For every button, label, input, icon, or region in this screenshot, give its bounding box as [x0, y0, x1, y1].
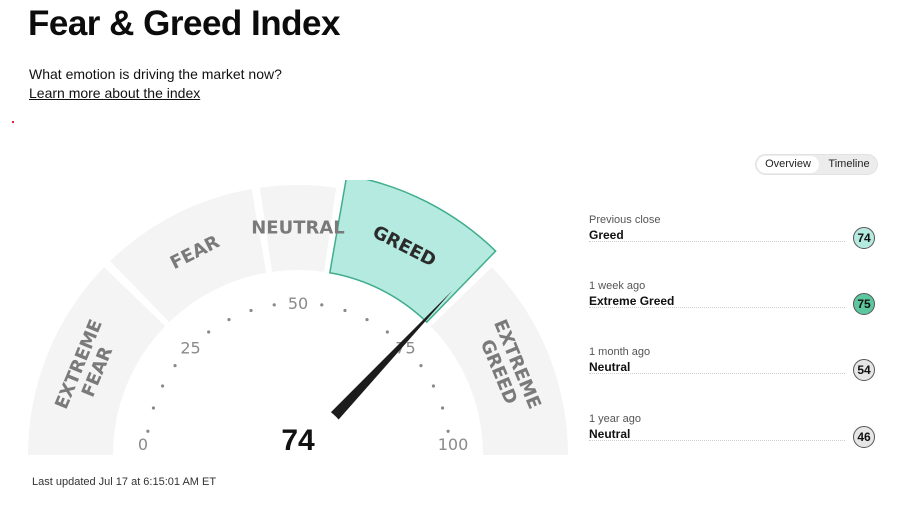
view-toggle: Overview Timeline — [755, 154, 878, 175]
gauge-needle — [315, 290, 453, 436]
scale-dot — [440, 406, 445, 410]
scale-dot — [151, 406, 156, 410]
history-score: 46 — [853, 426, 875, 448]
scale-label-25: 25 — [180, 339, 200, 358]
history-1-month-ago: 1 month ago Neutral 54 — [589, 346, 877, 386]
gauge-center — [244, 401, 352, 470]
history-score: 75 — [853, 293, 875, 315]
history-score: 54 — [853, 359, 875, 381]
gauge-zone-label: NEUTRAL — [251, 218, 345, 239]
scale-dot — [343, 308, 347, 313]
history-label: Previous close — [589, 214, 661, 226]
decorative-dot — [12, 121, 14, 123]
last-updated: Last updated Jul 17 at 6:15:01 AM ET — [32, 476, 217, 488]
history-value: Neutral — [589, 427, 631, 441]
history-value: Extreme Greed — [589, 294, 675, 308]
learn-more-link[interactable]: Learn more about the index — [29, 85, 201, 101]
scale-dot — [207, 330, 211, 334]
scale-dot — [385, 330, 389, 334]
scale-dot — [160, 384, 165, 388]
page-title: Fear & Greed Index — [28, 4, 340, 43]
gauge-zone-extreme-greed — [430, 267, 568, 455]
history-label: 1 month ago — [589, 346, 651, 358]
scale-dot — [446, 429, 450, 433]
scale-dot — [320, 303, 324, 307]
history-score: 74 — [853, 227, 875, 249]
gauge-zone-greed — [328, 180, 497, 324]
page-subtitle: What emotion is driving the market now? — [29, 66, 282, 82]
history-label: 1 week ago — [589, 280, 646, 292]
scale-label-0: 0 — [138, 435, 148, 454]
dotted-divider — [589, 307, 845, 308]
scale-dot — [173, 364, 177, 368]
timeline-tab[interactable]: Timeline — [828, 158, 870, 170]
history-value: Neutral — [589, 360, 631, 374]
scale-dot — [272, 303, 276, 307]
history-value: Greed — [589, 228, 624, 242]
scale-dot — [146, 429, 150, 433]
dotted-divider — [589, 440, 845, 441]
scale-dot — [431, 384, 436, 388]
overview-tab[interactable]: Overview — [757, 156, 819, 173]
history-1-week-ago: 1 week ago Extreme Greed 75 — [589, 280, 877, 320]
scale-dot — [419, 364, 423, 368]
scale-dot — [249, 308, 253, 313]
gauge-zone-extreme-fear — [28, 267, 166, 455]
gauge-zone-neutral — [259, 185, 337, 272]
scale-dot — [365, 317, 369, 322]
scale-label-100: 100 — [438, 435, 469, 454]
history-previous-close: Previous close Greed 74 — [589, 214, 877, 254]
gauge-value: 74 — [281, 424, 315, 457]
scale-dot — [227, 317, 231, 322]
gauge-zone-fear — [110, 189, 267, 323]
history-1-year-ago: 1 year ago Neutral 46 — [589, 413, 877, 453]
history-label: 1 year ago — [589, 413, 641, 425]
dotted-divider — [589, 241, 845, 242]
dotted-divider — [589, 373, 845, 374]
scale-label-50: 50 — [288, 294, 308, 313]
